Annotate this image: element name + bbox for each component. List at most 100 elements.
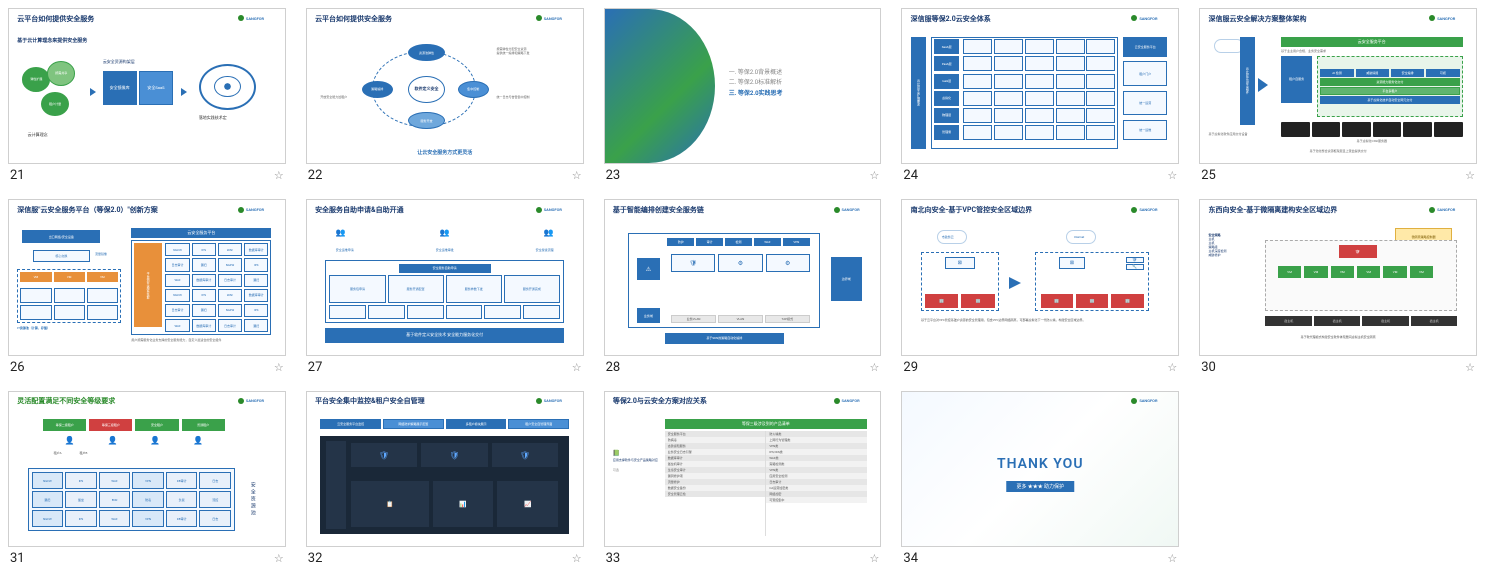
slide-title: 灵活配置满足不同安全等级要求: [17, 396, 115, 406]
slide-cell-23: 一. 等保2.0背景概述 二. 等保2.0标准解析 三. 等保2.0实践思考 2…: [604, 8, 882, 183]
star-icon[interactable]: ☆: [870, 361, 880, 374]
slide-thumb-34[interactable]: SANGFOR THANK YOU 更多 ★★★ 助力保护: [901, 391, 1179, 547]
slide-number: 31: [10, 551, 25, 566]
star-icon[interactable]: ☆: [572, 169, 582, 182]
petal-node: 集中控制: [458, 81, 489, 98]
label: 基于虚拟化软件应用交付设备: [1208, 132, 1260, 136]
slide-cell-31: 灵活配置满足不同安全等级要求 SANGFOR 等保二级租户 等保三级租户 安全租…: [8, 391, 286, 566]
slide-number: 25: [1201, 168, 1216, 183]
star-icon[interactable]: ☆: [1167, 361, 1177, 374]
section-divider-graphic: [605, 9, 715, 163]
side-label: 安全资源池: [240, 468, 266, 531]
star-icon[interactable]: ☆: [274, 361, 284, 374]
label: 基于业主用户合规、业务安全需求: [1281, 49, 1326, 53]
star-icon[interactable]: ☆: [572, 361, 582, 374]
slide-cell-28: 基于智能编排创建安全服务链 SANGFOR 防护 审计 检测 WAF VPN ⚠…: [604, 199, 882, 374]
label: 安全服务自助申请: [399, 264, 491, 273]
net-box: 核心交换: [33, 250, 90, 262]
brand-logo: SANGFOR: [238, 205, 277, 214]
slide-cell-21: 云平台如何提供安全服务 SANGFOR 基于云计算理念来提供安全服务 弹性扩展 …: [8, 8, 286, 183]
people-icon: 👥: [440, 228, 450, 237]
slide-subtitle: 基于云计算理念来提供安全服务: [17, 37, 87, 44]
agenda-item: 二. 等保2.0标准解析: [729, 78, 783, 89]
slide-thumb-25[interactable]: 深信服云安全解决方案整体架构 SANGFOR 云计算环境安全组件 云安全服务平台…: [1199, 8, 1477, 164]
module-box: 租户自服务: [1281, 56, 1312, 102]
right-box: 云安全服务平台: [1123, 37, 1167, 57]
star-icon[interactable]: ☆: [1465, 169, 1475, 182]
petal-node: 策略编排: [362, 81, 393, 98]
slide-thumb-31[interactable]: 灵活配置满足不同安全等级要求 SANGFOR 等保二级租户 等保三级租户 安全租…: [8, 391, 286, 547]
cloud-label: 市政务云: [942, 235, 954, 239]
star-icon[interactable]: ☆: [1167, 169, 1177, 182]
label: 租户A: [54, 451, 62, 455]
slide-thumb-29[interactable]: 南北向安全-基于VPC管控安全区域边界 SANGFOR 市政务云 Interne…: [901, 199, 1179, 355]
slide-title: 基于智能编排创建安全服务链: [613, 205, 704, 215]
brand-logo: SANGFOR: [238, 14, 277, 23]
label: 云计算理念: [28, 132, 48, 138]
label: 业务域: [637, 308, 660, 323]
slide-number: 26: [10, 360, 25, 375]
slide-thumb-33[interactable]: 等保2.0与云安全方案对应关系 SANGFOR 等保三级涉及到的产品清单 📗 应…: [604, 391, 882, 547]
right-box: 统一运营: [1123, 91, 1167, 116]
slide-thumb-24[interactable]: 深信服等保2.0云安全体系 SANGFOR 云计算安全扩展要求 SaaS层Paa…: [901, 8, 1179, 164]
slide-number: 23: [606, 168, 621, 183]
slide-thumb-21[interactable]: 云平台如何提供安全服务 SANGFOR 基于云计算理念来提供安全服务 弹性扩展 …: [8, 8, 286, 164]
thankyou-text: THANK YOU: [902, 456, 1178, 472]
slide-thumb-26[interactable]: 深信服"云安全服务平台（等保2.0）"创新方案 SANGFOR 出口网络/安全设…: [8, 199, 286, 355]
slide-thumb-32[interactable]: 平台安全集中监控&租户安全自管理 SANGFOR 云安全服务平台监控 网络防护策…: [306, 391, 584, 547]
label: 落地实践核术定: [199, 115, 227, 121]
slide-number: 32: [308, 551, 323, 566]
slide-cell-24: 深信服等保2.0云安全体系 SANGFOR 云计算安全扩展要求 SaaS层Paa…: [901, 8, 1179, 183]
footer: 基于虚拟化CSSI服务器: [1281, 139, 1463, 143]
star-icon[interactable]: ☆: [274, 169, 284, 182]
side-label: 平台侧安全服务集群: [134, 243, 162, 327]
warn-icon: ⚠: [637, 258, 660, 280]
petal-node: 服务开放: [408, 112, 444, 129]
slide-thumb-27[interactable]: 安全服务自助申请&自助开通 SANGFOR 👥 👥 👥 安全运维申请 安全运维审…: [306, 199, 584, 355]
brand-logo: SANGFOR: [1131, 396, 1170, 405]
slide-thumb-22[interactable]: 云平台如何提供安全服务 SANGFOR 软件定义安全 资源池弹性 集中控制 服务…: [306, 8, 584, 164]
brand-logo: SANGFOR: [1429, 14, 1468, 23]
star-icon[interactable]: ☆: [870, 169, 880, 182]
right-box: 租户门户: [1123, 61, 1167, 86]
label: 可选: [613, 468, 660, 473]
label: 安全运维申请: [336, 248, 354, 252]
slide-cell-22: 云平台如何提供安全服务 SANGFOR 软件定义安全 资源池弹性 集中控制 服务…: [306, 8, 584, 183]
star-icon[interactable]: ☆: [572, 552, 582, 565]
note: 统一日志与告警集中控制: [497, 95, 570, 100]
footer: 基于软代理模式构建安全软件体现居间虚拟主机安全隔离: [1219, 335, 1458, 339]
people-icon: 👥: [544, 228, 554, 237]
slide-thumb-30[interactable]: 东西向安全-基于微隔离建构安全区域边界 SANGFOR 安全策略 主机 主机 策…: [1199, 199, 1477, 355]
star-icon[interactable]: ☆: [870, 552, 880, 565]
slide-number: 27: [308, 360, 323, 375]
slide-number: 33: [606, 551, 621, 566]
slide-thumbnail-grid: 云平台如何提供安全服务 SANGFOR 基于云计算理念来提供安全服务 弹性扩展 …: [8, 8, 1477, 566]
label: 租户B: [79, 451, 87, 455]
side-label: 云计算安全扩展要求: [911, 37, 927, 149]
note: 开放安全能力给租户: [320, 95, 356, 100]
petal-node: 资源池弹性: [408, 44, 444, 61]
slide-number: 24: [903, 168, 918, 183]
label: 应用支撑软件与安全产品策略对应: [613, 458, 660, 463]
slide-title: 安全服务自助申请&自助开通: [315, 205, 404, 215]
brand-logo: SANGFOR: [536, 396, 575, 405]
brand-logo: SANGFOR: [536, 205, 575, 214]
gear-node: 弹性扩展: [22, 67, 50, 91]
slide-title: 深信服等保2.0云安全体系: [911, 14, 991, 24]
slide-title: 深信服"云安全服务平台（等保2.0）"创新方案: [17, 205, 158, 215]
cloud-label: Internet: [1074, 235, 1084, 239]
star-icon[interactable]: ☆: [1465, 361, 1475, 374]
slide-number: 30: [1201, 360, 1216, 375]
slide-cell-34: SANGFOR THANK YOU 更多 ★★★ 助力保护 34 ☆: [901, 391, 1179, 566]
slide-thumb-28[interactable]: 基于智能编排创建安全服务链 SANGFOR 防护 审计 检测 WAF VPN ⚠…: [604, 199, 882, 355]
slide-cell-27: 安全服务自助申请&自助开通 SANGFOR 👥 👥 👥 安全运维申请 安全运维审…: [306, 199, 584, 374]
footer: 用户按需服务化业务支撑的安全服务能力，自定义最适合的安全组件: [131, 338, 276, 342]
side-label: 云计算环境安全组件: [1240, 37, 1256, 125]
footer: 基于云平台对VPC管控基础户资源的安全管理用，包含VPC边界网络隔离，可部署虚拟…: [921, 318, 1160, 322]
star-icon[interactable]: ☆: [1167, 552, 1177, 565]
slide-thumb-23[interactable]: 一. 等保2.0背景概述 二. 等保2.0标准解析 三. 等保2.0实践思考: [604, 8, 882, 164]
slide-cell-30: 东西向安全-基于微隔离建构安全区域边界 SANGFOR 安全策略 主机 主机 策…: [1199, 199, 1477, 374]
gear-node: 租户计量: [41, 92, 69, 116]
star-icon[interactable]: ☆: [274, 552, 284, 565]
brand-logo: SANGFOR: [536, 14, 575, 23]
